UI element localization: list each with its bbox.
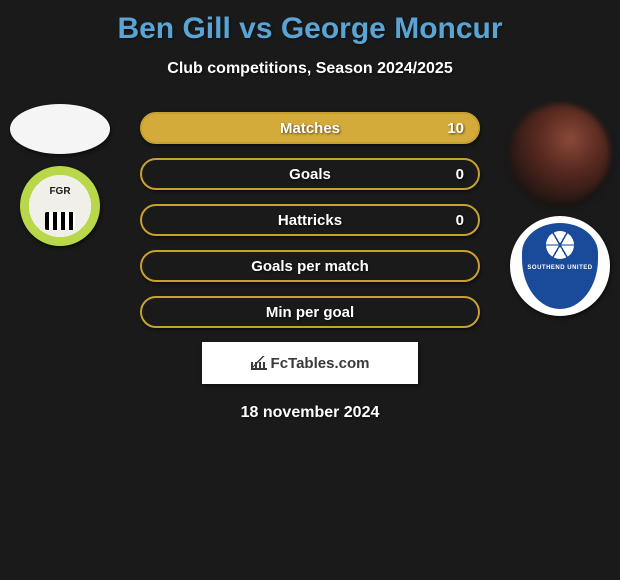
- comparison-panel: SOUTHEND UNITED Matches10Goals0Hattricks…: [0, 112, 620, 422]
- stat-row: Goals per match: [140, 250, 480, 282]
- page-title: Ben Gill vs George Moncur: [0, 0, 620, 46]
- stat-label: Matches: [280, 120, 340, 137]
- stat-label: Goals per match: [251, 258, 369, 275]
- player-right-club-text: SOUTHEND UNITED: [527, 265, 592, 271]
- stat-value-right: 0: [456, 166, 464, 183]
- date-label: 18 november 2024: [0, 404, 620, 422]
- subtitle: Club competitions, Season 2024/2025: [0, 60, 620, 78]
- stat-row: Goals 0: [140, 158, 480, 190]
- stat-value-right: 10: [447, 120, 464, 137]
- stat-row: Matches 10: [140, 112, 480, 144]
- player-left-column: [10, 104, 110, 246]
- player-right-column: SOUTHEND UNITED: [510, 104, 610, 316]
- player-right-avatar: [510, 104, 610, 204]
- stat-value-right: 0: [456, 212, 464, 229]
- player-left-avatar: [10, 104, 110, 154]
- brand-box: FcTables.com: [202, 342, 418, 384]
- player-left-club-crest: [20, 166, 100, 246]
- chart-icon: [251, 356, 267, 370]
- stat-row: Hattricks 0: [140, 204, 480, 236]
- brand-text: FcTables.com: [271, 355, 370, 372]
- stat-label: Goals: [289, 166, 331, 183]
- stat-label: Min per goal: [266, 304, 354, 321]
- stat-label: Hattricks: [278, 212, 342, 229]
- stat-row: Min per goal: [140, 296, 480, 328]
- stat-rows: Matches 10 Goals 0 Hattricks 0 Goals per match…: [140, 112, 480, 328]
- player-right-club-crest: SOUTHEND UNITED: [510, 216, 610, 316]
